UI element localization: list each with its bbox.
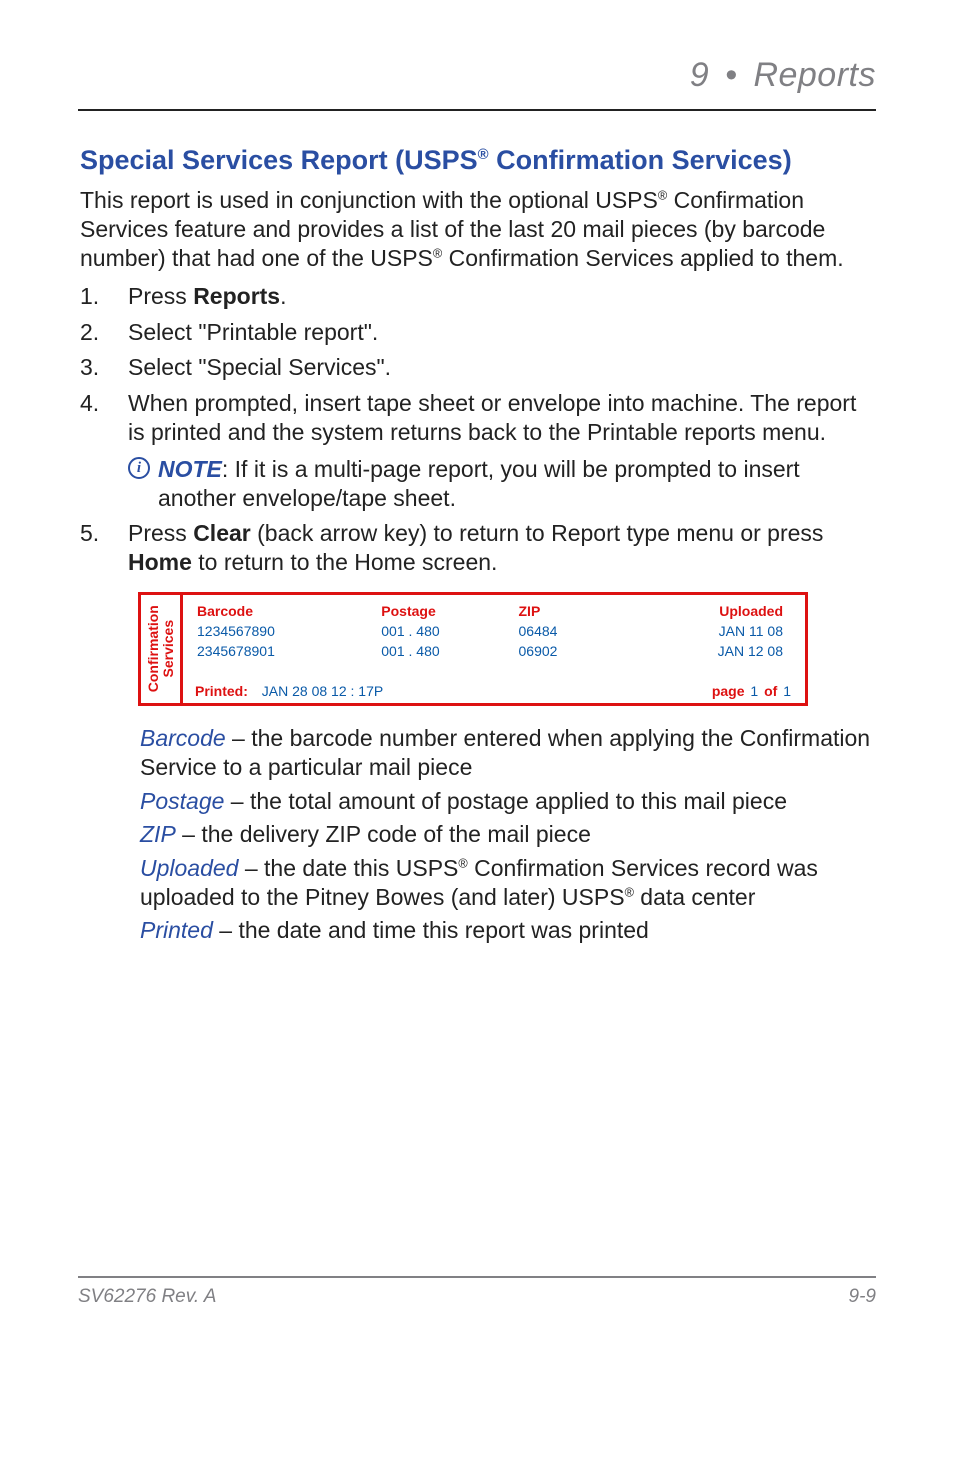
step-1: Press Reports. (80, 282, 874, 311)
table-row: 2345678901 001 . 480 06902 JAN 12 08 (197, 641, 791, 659)
side-line2: Services (160, 620, 176, 678)
printed-value: JAN 28 08 12 : 17P (262, 683, 383, 699)
pager-cur: 1 (750, 683, 758, 699)
definitions: Barcode – the barcode number entered whe… (140, 724, 874, 946)
note-text: NOTE: If it is a multi-page report, you … (158, 455, 874, 513)
col-header-barcode: Barcode (197, 603, 379, 619)
footer-right: 9-9 (849, 1286, 876, 1308)
report-footer: Printed: JAN 28 08 12 : 17P page 1 of 1 (195, 683, 793, 699)
registered-icon: ® (478, 147, 489, 163)
term-barcode: Barcode (140, 725, 226, 751)
registered-icon: ® (433, 246, 442, 260)
report-table: Barcode Postage ZIP Uploaded 1234567890 … (195, 601, 793, 661)
running-header: 9 • Reports (78, 50, 876, 105)
pager-tot: 1 (783, 683, 791, 699)
step-5: Press Clear (back arrow key) to return t… (80, 519, 874, 578)
step5-a: Press (128, 520, 193, 546)
step1-post: . (280, 283, 286, 309)
body-uploaded-3: data center (634, 884, 755, 910)
step5-e: to return to the Home screen. (192, 549, 498, 575)
term-zip: ZIP (140, 821, 176, 847)
cell-zip: 06484 (519, 621, 648, 639)
chapter-number: 9 (690, 56, 709, 94)
step-4: When prompted, insert tape sheet or enve… (80, 389, 874, 513)
step-3: Select "Special Services". (80, 353, 874, 382)
heading-pre: Special Services Report (USPS (80, 145, 478, 175)
registered-icon: ® (658, 188, 667, 202)
cell-uploaded: JAN 12 08 (650, 641, 791, 659)
step4-text: When prompted, insert tape sheet or enve… (128, 390, 856, 445)
printed-label: Printed: (195, 683, 248, 699)
intro-paragraph: This report is used in conjunction with … (80, 186, 874, 272)
note-body: : If it is a multi-page report, you will… (158, 456, 800, 511)
def-postage: Postage – the total amount of postage ap… (140, 787, 874, 816)
step5-c: (back arrow key) to return to Report typ… (251, 520, 824, 546)
footer-rule (78, 1276, 876, 1278)
step-2: Select "Printable report". (80, 318, 874, 347)
printed-block: Printed: JAN 28 08 12 : 17P (195, 683, 383, 699)
body-uploaded-1: – the date this USPS (238, 855, 458, 881)
term-printed: Printed (140, 917, 213, 943)
def-printed: Printed – the date and time this report … (140, 916, 874, 945)
chapter-title: Reports (753, 56, 876, 94)
body-zip: – the delivery ZIP code of the mail piec… (176, 821, 591, 847)
body-printed: – the date and time this report was prin… (213, 917, 649, 943)
cell-postage: 001 . 480 (381, 621, 516, 639)
header-rule (78, 109, 876, 111)
def-uploaded: Uploaded – the date this USPS® Confirmat… (140, 854, 874, 913)
table-header-row: Barcode Postage ZIP Uploaded (197, 603, 791, 619)
intro-t3: Confirmation Services applied to them. (442, 245, 843, 271)
report-side-label: Confirmation Services (141, 595, 183, 703)
col-header-postage: Postage (381, 603, 516, 619)
step1-key: Reports (193, 283, 280, 309)
step1-pre: Press (128, 283, 193, 309)
report-body: Barcode Postage ZIP Uploaded 1234567890 … (183, 595, 805, 703)
registered-icon: ® (458, 856, 467, 870)
page-footer: SV62276 Rev. A 9-9 (78, 1276, 876, 1308)
step5-b: Clear (193, 520, 251, 546)
footer-left: SV62276 Rev. A (78, 1286, 216, 1308)
body-postage: – the total amount of postage applied to… (224, 788, 787, 814)
col-header-uploaded: Uploaded (650, 603, 791, 619)
pager-mid: of (760, 683, 781, 699)
intro-t1: This report is used in conjunction with … (80, 187, 658, 213)
info-icon: i (128, 457, 150, 479)
registered-icon: ® (625, 885, 634, 899)
cell-zip: 06902 (519, 641, 648, 659)
term-uploaded: Uploaded (140, 855, 238, 881)
note-lead: NOTE (158, 456, 222, 482)
cell-barcode: 1234567890 (197, 621, 379, 639)
table-row: 1234567890 001 . 480 06484 JAN 11 08 (197, 621, 791, 639)
col-header-zip: ZIP (519, 603, 648, 619)
pager-pre: page (712, 683, 749, 699)
cell-barcode: 2345678901 (197, 641, 379, 659)
section-heading: Special Services Report (USPS® Confirmat… (80, 145, 876, 176)
steps-list: Press Reports. Select "Printable report"… (80, 282, 874, 578)
note-block: i NOTE: If it is a multi-page report, yo… (128, 455, 874, 513)
page: 9 • Reports Special Services Report (USP… (0, 0, 954, 1348)
term-postage: Postage (140, 788, 224, 814)
side-line1: Confirmation (145, 605, 161, 692)
pager: page 1 of 1 (712, 683, 793, 699)
def-barcode: Barcode – the barcode number entered whe… (140, 724, 874, 783)
cell-postage: 001 . 480 (381, 641, 516, 659)
bullet-icon: • (725, 56, 737, 94)
step5-d: Home (128, 549, 192, 575)
heading-post: Confirmation Services) (489, 145, 792, 175)
report-sample: Confirmation Services Barcode Postage ZI… (138, 592, 808, 706)
body-barcode: – the barcode number entered when applyi… (140, 725, 870, 780)
cell-uploaded: JAN 11 08 (650, 621, 791, 639)
def-zip: ZIP – the delivery ZIP code of the mail … (140, 820, 874, 849)
